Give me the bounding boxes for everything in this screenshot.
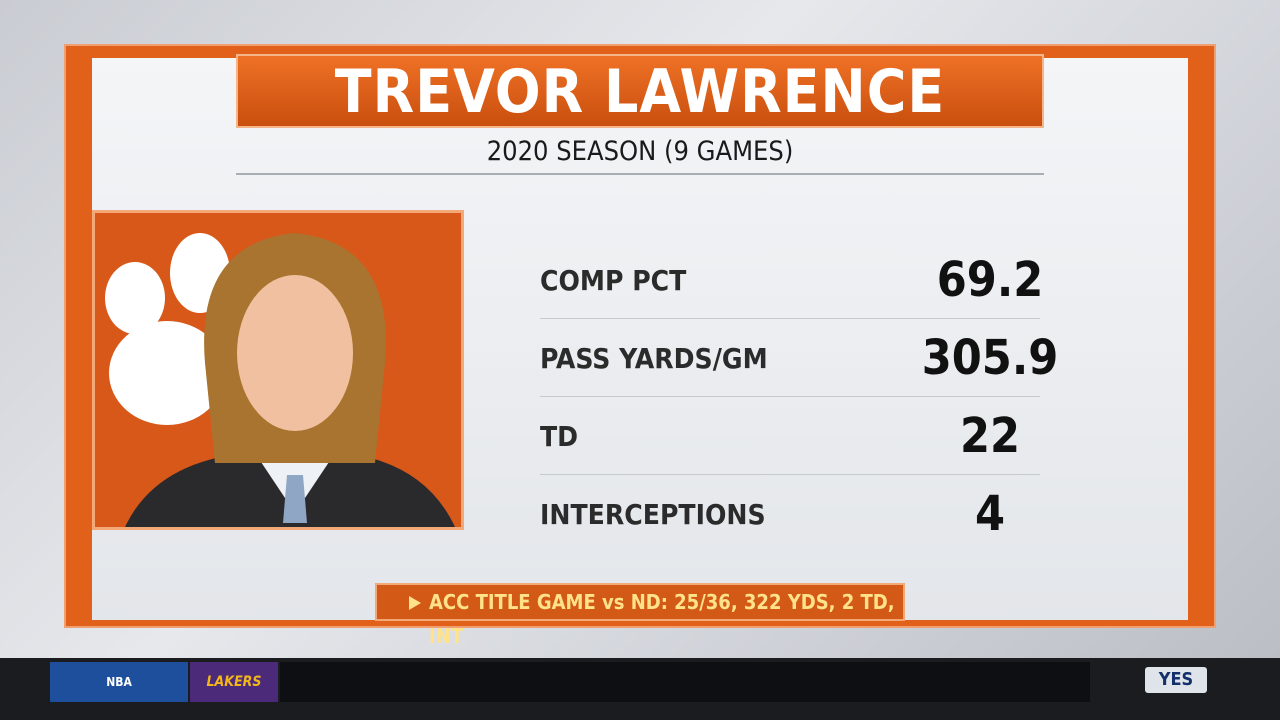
stat-label: PASS YARDS/GM	[540, 342, 768, 375]
stat-label: TD	[540, 420, 579, 453]
ticker-bar: NBA LAKERS YES	[0, 658, 1280, 720]
stat-value: 305.9	[921, 330, 1059, 386]
stat-value: 4	[974, 486, 1006, 542]
stat-value: 69.2	[936, 252, 1044, 308]
player-name: TREVOR LAWRENCE	[236, 54, 1044, 128]
network-logo: YES	[1145, 667, 1207, 693]
season: 2020 SEASON (9 GAMES)	[486, 136, 794, 167]
note-text: ACC TITLE GAME vs ND: 25/36, 322 YDS, 2 …	[429, 590, 895, 648]
stat-label: INTERCEPTIONS	[540, 498, 766, 531]
stat-value: 22	[959, 408, 1021, 464]
player-photo	[92, 210, 464, 530]
row-separator	[540, 318, 1040, 319]
row-separator	[540, 474, 1040, 475]
team-logo: LAKERS	[190, 662, 278, 702]
ticker	[280, 662, 1090, 702]
play-icon	[409, 596, 421, 610]
league-logo: NBA	[50, 662, 188, 702]
row-separator	[540, 396, 1040, 397]
photo-art	[105, 233, 455, 527]
stat-label: COMP PCT	[540, 264, 687, 297]
rule	[236, 173, 1044, 175]
footer-note: ACC TITLE GAME vs ND: 25/36, 322 YDS, 2 …	[375, 583, 905, 648]
